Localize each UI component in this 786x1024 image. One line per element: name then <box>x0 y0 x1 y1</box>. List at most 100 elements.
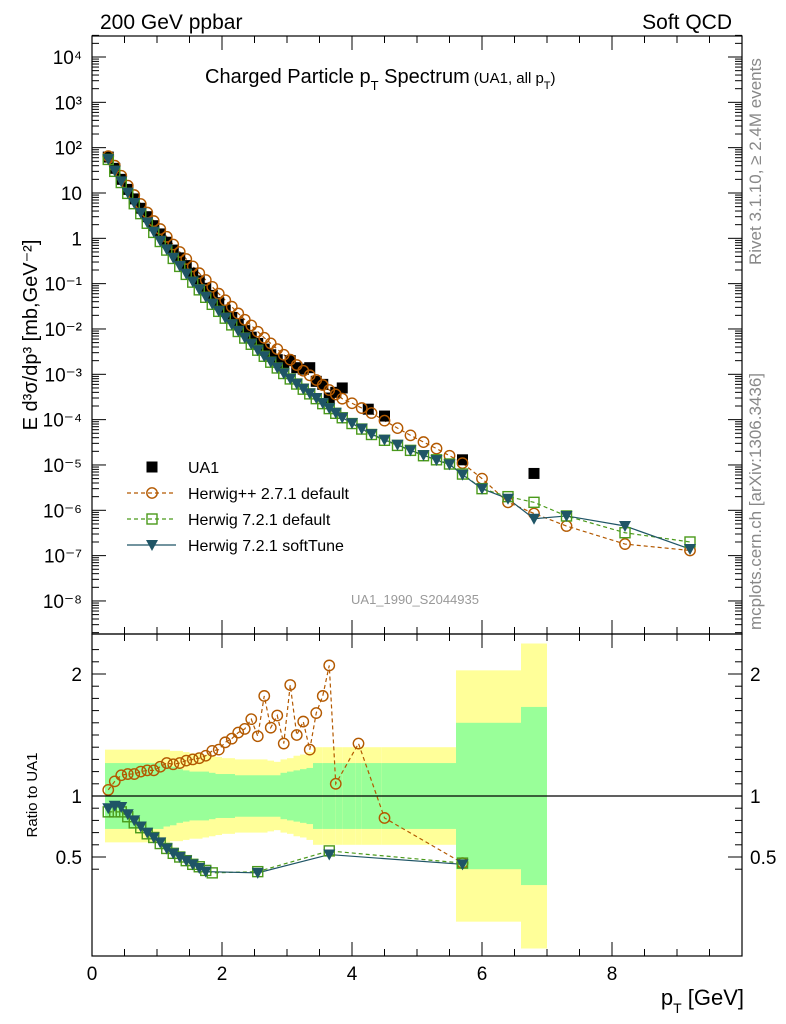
main-data-point <box>264 356 277 368</box>
ratio-data-point <box>277 737 290 750</box>
ratio-data-point <box>128 815 141 827</box>
ratio-data-point <box>121 768 134 780</box>
ratio-data-point <box>115 801 128 813</box>
main-data-point <box>200 282 212 294</box>
main-data-point <box>245 331 257 343</box>
ratio-data-point <box>245 713 258 726</box>
ratio-data-point <box>378 812 391 824</box>
ratio-data-point <box>167 848 180 860</box>
ratio-data-point <box>186 859 199 871</box>
y-tick-label: 10³ <box>55 93 82 114</box>
main-data-point <box>252 337 264 349</box>
y-tick-label: 10⁻⁶ <box>43 501 82 522</box>
main-data-point <box>258 351 271 363</box>
ratio-data-point <box>251 730 264 743</box>
main-data-point <box>304 362 316 374</box>
main-series-markers <box>102 150 696 557</box>
legend-item: UA1 <box>146 460 219 477</box>
ratio-data-point <box>303 743 316 756</box>
main-data-point <box>239 325 251 337</box>
ratio-data-point <box>154 760 167 773</box>
main-data-point <box>430 455 443 467</box>
ratio-data-point <box>173 757 186 769</box>
x-tick-label: 8 <box>607 964 618 985</box>
main-y-axis-label: E d³σ/dp³ [mb,GeV⁻²] <box>20 240 42 431</box>
ratio-data-point <box>219 736 232 749</box>
ratio-data-point <box>316 690 329 702</box>
main-data-point <box>355 402 368 414</box>
main-data-point <box>193 267 206 280</box>
x-axis-label-unit: [GeV] <box>682 985 744 1010</box>
main-data-point <box>457 454 468 466</box>
ratio-data-point <box>329 777 342 790</box>
main-data-point <box>160 244 173 256</box>
main-data-point <box>365 407 378 419</box>
x-tick-label: 2 <box>217 964 228 985</box>
ratio-data-point <box>212 743 225 756</box>
side-label-top: Rivet 3.1.10, ≥ 2.4M events <box>746 58 765 265</box>
main-data-point <box>154 235 167 247</box>
main-data-point <box>206 289 218 301</box>
plot-title-main: Charged Particle p <box>205 66 371 88</box>
main-data-point <box>278 359 290 371</box>
main-data-point <box>147 226 160 238</box>
ratio-data-point <box>456 859 469 871</box>
main-data-point <box>336 392 349 405</box>
x-tick-label: 0 <box>87 964 98 985</box>
main-data-point <box>251 345 264 357</box>
main-data-point <box>245 338 258 350</box>
main-data-point <box>206 280 219 293</box>
main-data-point <box>316 398 329 410</box>
main-data-point <box>245 319 258 332</box>
main-data-point <box>271 354 283 366</box>
main-data-point <box>277 368 290 380</box>
main-data-point <box>528 496 540 509</box>
ratio-y-tick-label-right: 2 <box>750 665 761 686</box>
main-data-point <box>329 388 342 401</box>
legend-label: Herwig 7.2.1 default <box>188 512 331 529</box>
legend-marker <box>146 487 158 499</box>
main-data-point <box>225 300 238 313</box>
main-data-point <box>528 467 540 479</box>
plot-title-note-sub: T <box>544 80 551 92</box>
ratio-data-point <box>251 867 264 879</box>
ratio-data-point <box>102 803 115 815</box>
ratio-data-point <box>258 690 271 702</box>
legend-label: Herwig 7.2.1 softTune <box>188 538 344 555</box>
ratio-data-point <box>232 726 245 739</box>
ratio-data-point <box>323 659 336 672</box>
main-data-point <box>193 284 206 296</box>
main-data-point <box>219 304 231 316</box>
main-data-point <box>684 544 696 556</box>
plot-title-note-tail: ) <box>551 70 556 87</box>
main-data-point <box>186 260 199 273</box>
ratio-data-point <box>271 709 284 722</box>
main-data-point <box>225 319 238 331</box>
ratio-data-point <box>108 775 121 788</box>
main-data-point <box>528 513 540 525</box>
main-data-point <box>391 422 404 435</box>
main-data-point <box>476 483 488 495</box>
ratio-data-point <box>323 849 336 861</box>
main-data-point <box>180 268 193 280</box>
ratio-data-point <box>115 769 128 782</box>
y-tick-label: 10⁻⁸ <box>43 592 82 613</box>
main-data-point <box>284 373 297 385</box>
main-axis-ticks: 10⁴10³10²10110⁻¹10⁻²10⁻³10⁻⁴10⁻⁵10⁻⁶10⁻⁷… <box>43 34 742 985</box>
main-data-point <box>180 260 192 272</box>
y-tick-label: 10² <box>55 139 82 160</box>
ratio-data-point <box>206 744 219 757</box>
main-data-point <box>186 276 199 288</box>
main-data-point <box>391 439 404 451</box>
ratio-y-tick-label-right: 1 <box>750 787 761 808</box>
legend-item: Herwig++ 2.7.1 default <box>127 486 350 503</box>
main-data-point <box>355 423 368 435</box>
main-data-point <box>102 154 115 166</box>
ratio-data-point <box>352 737 365 750</box>
main-data-point <box>317 378 329 390</box>
main-data-point <box>404 429 417 442</box>
ratio-data-point <box>264 721 277 734</box>
main-data-point <box>108 165 121 177</box>
main-data-point <box>417 436 430 448</box>
legend: UA1 Herwig++ 2.7.1 default Herwig 7.2.1 de… <box>127 460 350 555</box>
